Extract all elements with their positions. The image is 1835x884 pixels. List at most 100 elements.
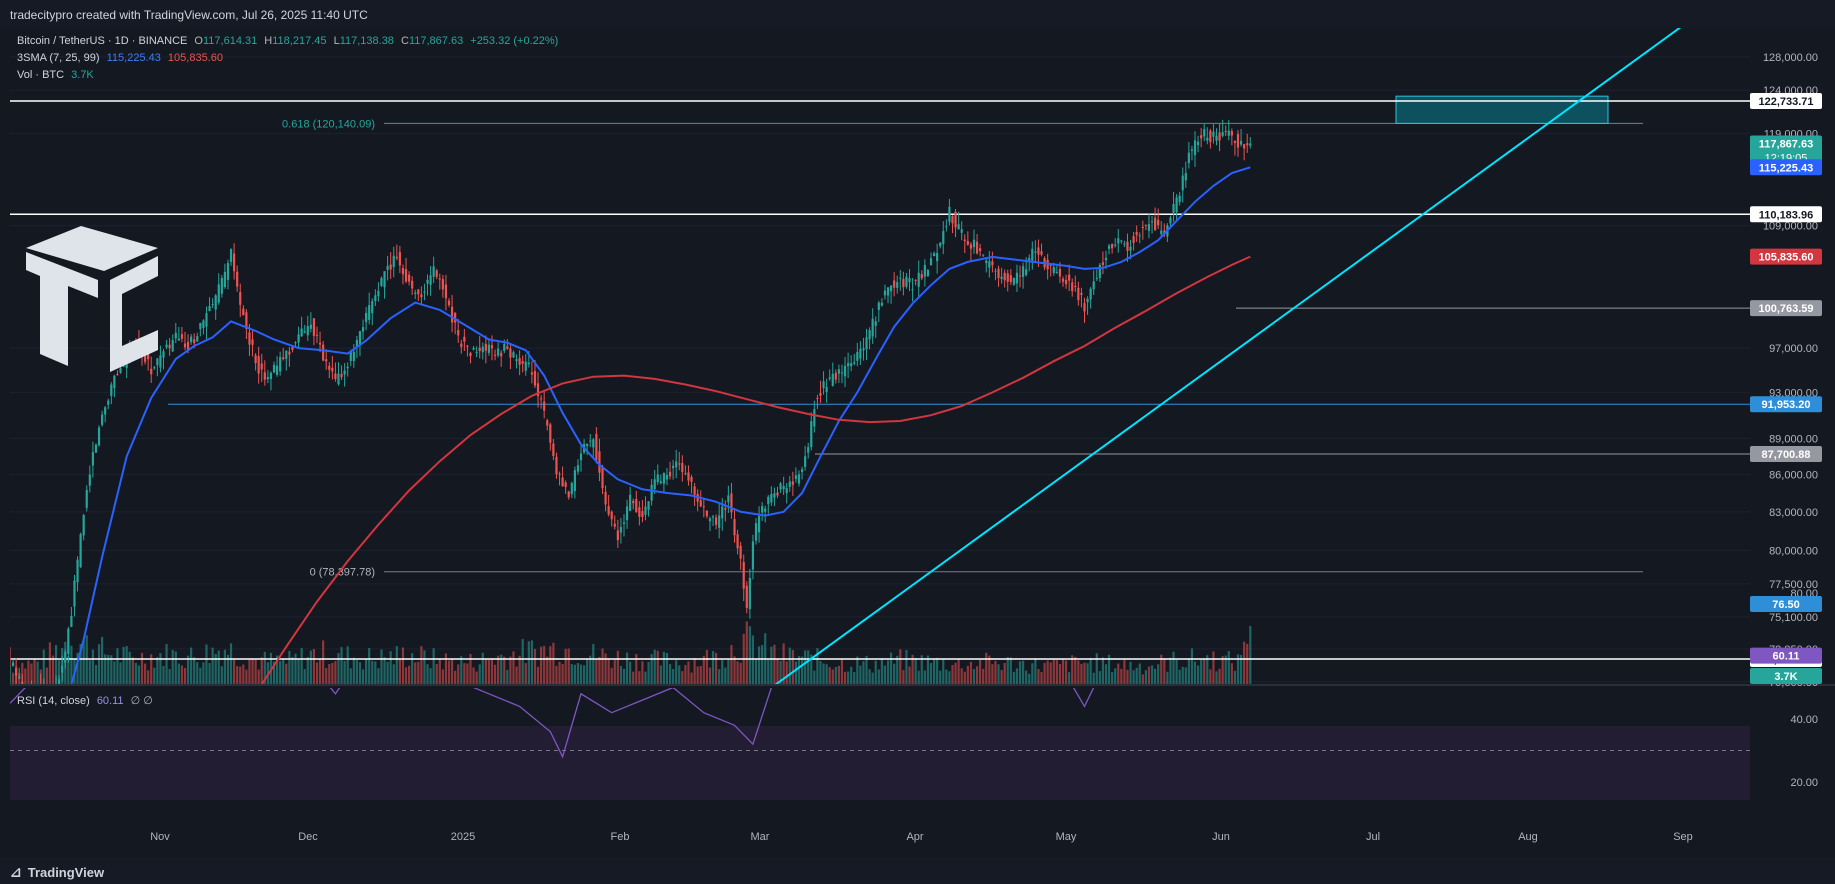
candle-body: [681, 462, 684, 473]
volume-bar: [134, 662, 137, 684]
volume-bar: [217, 650, 220, 684]
candle-body: [555, 456, 558, 475]
volume-bar: [447, 660, 451, 684]
candle-body: [122, 364, 125, 367]
volume-bar: [1089, 657, 1092, 684]
volume-bar: [813, 670, 816, 684]
volume-bar: [1246, 643, 1249, 684]
candle-body: [383, 271, 386, 288]
x-axis-tick-label: 2025: [451, 831, 475, 843]
volume-bar: [607, 658, 610, 684]
volume-bar: [859, 665, 862, 684]
volume-bar: [773, 644, 776, 684]
sma-slow-line[interactable]: [256, 255, 1251, 694]
candle-body: [423, 291, 426, 293]
candle-body: [67, 628, 70, 654]
volume-bar: [540, 646, 543, 684]
level-tag-bg: [1750, 396, 1822, 413]
candle-body: [217, 284, 220, 303]
volume-bar: [1160, 654, 1163, 684]
volume-bar: [1215, 671, 1218, 684]
candle-body: [1000, 276, 1003, 280]
volume-bar: [573, 664, 576, 684]
volume-bar: [331, 662, 334, 684]
volume-bar: [1154, 668, 1157, 684]
volume-bar: [33, 659, 36, 684]
candle-body: [994, 270, 997, 272]
level-tag: 122,733.71: [1758, 96, 1813, 108]
x-axis-tick-label: Apr: [906, 831, 923, 843]
volume-bar: [533, 648, 537, 684]
candle-body: [662, 473, 666, 484]
volume-bar: [779, 660, 782, 684]
candle-body: [174, 332, 177, 339]
candle-body: [1233, 140, 1237, 143]
volume-bar: [926, 655, 930, 684]
sma-fast-line[interactable]: [70, 166, 1251, 685]
candle-body: [711, 516, 715, 518]
volume-bar: [997, 664, 1000, 684]
candle-body: [1018, 275, 1022, 277]
volume-bar: [736, 661, 739, 684]
candle-body: [389, 264, 392, 270]
candle-body: [306, 326, 309, 336]
volume-bar: [1043, 662, 1046, 684]
candle-body: [291, 347, 294, 350]
candle-body: [745, 585, 748, 609]
candle-body: [352, 351, 355, 362]
volume-bar: [770, 646, 773, 684]
volume-bar: [1123, 659, 1126, 684]
volume-bar: [1117, 663, 1120, 684]
candle-body: [831, 373, 834, 386]
candle-body: [883, 290, 887, 296]
candle-body: [942, 231, 945, 244]
price-tag: 117,867.63: [1759, 138, 1813, 150]
candle-body: [570, 483, 573, 495]
sma-legend[interactable]: 3SMA (7, 25, 99) 115,225.43 105,835.60: [17, 52, 227, 64]
rsi-axis-tick-label: 20.00: [1790, 777, 1818, 789]
candle-body: [1178, 195, 1181, 203]
rsi-line[interactable]: [10, 587, 1250, 759]
volume-bar: [88, 660, 91, 684]
volume-bar: [199, 667, 202, 684]
volume-bar: [104, 654, 107, 684]
candle-body: [248, 332, 251, 345]
chart-background: [0, 28, 1835, 858]
volume-legend[interactable]: Vol · BTC 3.7K: [17, 69, 98, 81]
candle-body: [386, 265, 389, 271]
volume-bar: [917, 670, 920, 684]
candle-body: [1074, 286, 1077, 288]
volume-bar: [1193, 661, 1197, 684]
candle-body: [1104, 257, 1108, 261]
candle-body: [1227, 130, 1230, 136]
candle-body: [493, 354, 497, 356]
candle-body: [312, 318, 316, 336]
volume-bar: [543, 645, 546, 684]
volume-bar: [874, 660, 877, 684]
candle-body: [447, 300, 451, 306]
rsi-value-tag: 60.11: [1773, 651, 1800, 663]
candle-body: [220, 277, 223, 294]
level-tag-bg: [1750, 445, 1822, 462]
candle-body: [441, 278, 444, 290]
volume-bar: [582, 665, 586, 684]
rsi-legend[interactable]: RSI (14, close) 60.11 ∅ ∅: [17, 694, 157, 707]
candle-body: [460, 343, 463, 348]
volume-bar: [275, 655, 279, 684]
volume-bar: [985, 652, 988, 684]
candle-body: [625, 506, 629, 521]
candle-body: [1141, 227, 1144, 229]
volume-bar: [404, 667, 408, 684]
candle-body: [604, 491, 607, 505]
volume-bar: [76, 652, 79, 684]
tradingview-brand[interactable]: ⊿ TradingView: [10, 864, 105, 880]
candle-body: [180, 334, 184, 339]
volume-bar: [1144, 670, 1147, 684]
trend-line[interactable]: [774, 24, 1685, 685]
candle-body: [589, 440, 592, 442]
volume-bar: [668, 664, 672, 684]
candle-body: [343, 370, 346, 375]
candle-body: [334, 373, 337, 379]
y-axis-tick-label: 128,000.00: [1763, 52, 1818, 64]
